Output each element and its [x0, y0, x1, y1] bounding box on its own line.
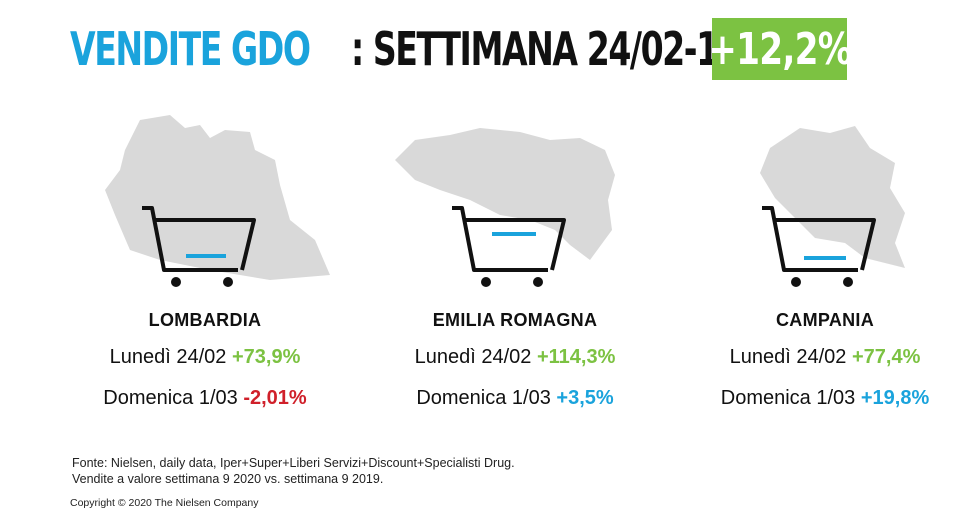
region-name: LOMBARDIA [148, 310, 262, 330]
source-note: Fonte: Nielsen, daily data, Iper+Super+L… [72, 455, 515, 487]
total-change-badge: +12,2% [708, 18, 852, 80]
campania-map-icon [760, 126, 905, 268]
monday-label: Lunedì 24/02 [414, 346, 537, 368]
sunday-label: Domenica 1/03 [416, 387, 557, 409]
sunday-label: Domenica 1/03 [103, 387, 244, 409]
shopping-cart-icon [142, 206, 256, 287]
region-name: EMILIA ROMAGNA [432, 310, 598, 330]
monday-stat: Lunedì 24/02 +114,3% [360, 346, 670, 369]
source-line-1: Fonte: Nielsen, daily data, Iper+Super+L… [72, 456, 515, 470]
sunday-value: +19,8% [860, 387, 930, 409]
source-line-2: Vendite a valore settimana 9 2020 vs. se… [72, 472, 384, 486]
shopping-cart-icon [452, 206, 566, 287]
page-title: VENDITE GDO : SETTIMANA 24/02-1/03 [70, 14, 773, 84]
region-name: CAMPANIA [775, 310, 875, 330]
sunday-stat: Domenica 1/03 -2,01% [50, 387, 360, 410]
title-highlight: VENDITE GDO [70, 22, 311, 76]
sunday-value: +3,5% [556, 387, 614, 409]
monday-stat: Lunedì 24/02 +73,9% [50, 346, 360, 369]
sunday-label: Domenica 1/03 [720, 387, 861, 409]
sunday-stat: Domenica 1/03 +3,5% [360, 387, 670, 410]
copyright-text: Copyright © 2020 The Nielsen Company [70, 497, 259, 509]
monday-value: +114,3% [536, 346, 616, 368]
title-text: : SETTIMANA 24/02-1/03 [350, 22, 773, 76]
monday-value: +77,4% [851, 346, 921, 368]
region-card-campania: CAMPANIA Lunedì 24/02 +77,4% Domenica 1/… [670, 0, 957, 430]
lombardia-map-icon [105, 115, 330, 280]
emilia-romagna-map-icon [395, 128, 615, 260]
monday-stat: Lunedì 24/02 +77,4% [670, 346, 957, 369]
monday-label: Lunedì 24/02 [109, 346, 232, 368]
total-change-value: +12,2% [707, 23, 852, 75]
region-card-lombardia: LOMBARDIA Lunedì 24/02 +73,9% Domenica 1… [50, 0, 360, 430]
monday-label: Lunedì 24/02 [729, 346, 852, 368]
sunday-stat: Domenica 1/03 +19,8% [670, 387, 957, 410]
sunday-value: -2,01% [243, 387, 307, 409]
shopping-cart-icon [762, 206, 876, 287]
region-card-emilia-romagna: EMILIA ROMAGNA Lunedì 24/02 +114,3% Dome… [360, 0, 670, 430]
monday-value: +73,9% [231, 346, 301, 368]
